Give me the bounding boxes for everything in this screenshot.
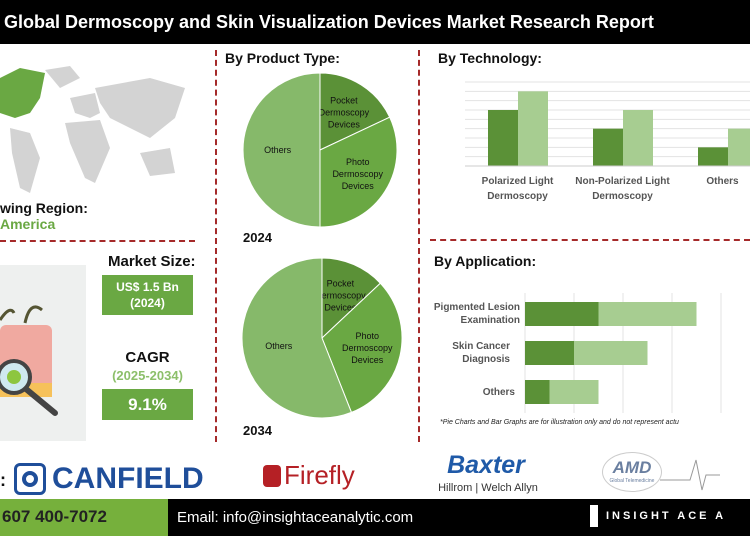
- app-label: Pigmented Lesion Examination: [433, 302, 520, 326]
- firefly-icon: [263, 464, 281, 487]
- footer-email[interactable]: Email: info@insightaceanalytic.com: [177, 509, 414, 526]
- pie-slice: [321, 257, 382, 340]
- bar-2034: [728, 128, 750, 166]
- canfield-text: CANFIELD: [52, 462, 204, 495]
- footer-phone[interactable]: 607 400-7072: [0, 499, 168, 536]
- pie-chart-2034: Pocket Dermoscopy Devices Photo Dermoscopy De…: [241, 257, 403, 419]
- magnifier-skin-icon: [0, 305, 58, 416]
- divider: [418, 50, 420, 442]
- pie-slice-label: Pocket Dermoscopy Devices: [315, 278, 366, 312]
- canfield-icon: [14, 463, 46, 495]
- bar-2024: [488, 110, 518, 166]
- pie-chart-2024: Pocket Dermoscopy Devices Photo Dermoscopy De…: [242, 72, 398, 228]
- cagr-period: (2025-2034): [112, 368, 183, 383]
- pie-slice-label: Others: [265, 341, 293, 351]
- app-label: Skin Cancer Diagnosis: [452, 341, 510, 365]
- pie-slice-label: Photo Dermoscopy Devices: [342, 331, 393, 365]
- firefly-logo: Firefly: [263, 460, 355, 491]
- pie-slice: [241, 257, 353, 419]
- divider: [0, 240, 195, 242]
- bar-2024: [525, 341, 574, 365]
- bar-2034: [549, 380, 599, 404]
- bar-2024: [698, 147, 728, 166]
- pie-year-2034: 2034: [243, 423, 272, 438]
- pie-slice-label: Photo Dermoscopy Devices: [332, 157, 383, 191]
- market-size-value: US$ 1.5 Bn: [116, 280, 179, 294]
- bar-2024: [593, 128, 623, 166]
- tech-label: Polarized Light Dermoscopy: [481, 176, 554, 202]
- bar-2034: [518, 91, 548, 166]
- bar-2034: [574, 341, 648, 365]
- companies-prefix: :: [0, 470, 6, 490]
- footer-brand: INSIGHT ACE A: [606, 510, 727, 522]
- pie-slice-label: Others: [264, 145, 292, 155]
- bar-2024: [525, 380, 550, 404]
- product-type-title: By Product Type:: [225, 50, 340, 66]
- baxter-subtitle: Hillrom | Welch Allyn: [438, 482, 538, 494]
- tech-label: Others: [706, 176, 739, 187]
- pie-slice: [242, 72, 321, 228]
- cagr-value: 9.1%: [102, 389, 193, 420]
- bar-2024: [525, 302, 599, 326]
- baxter-logo: Baxter: [447, 451, 525, 479]
- world-map: [0, 66, 185, 193]
- footnote: *Pie Charts and Bar Graphs are for illus…: [440, 419, 679, 426]
- amd-text: AMD: [612, 458, 652, 477]
- region-value: America: [0, 216, 56, 232]
- tech-label: Non-Polarized Light Dermoscopy: [575, 176, 670, 202]
- heartbeat-icon: [660, 459, 720, 491]
- pie-year-2024: 2024: [243, 230, 272, 245]
- pie-slice-label: Pocket Dermoscopy Devices: [319, 95, 370, 129]
- region-label: wing Region:: [0, 200, 88, 216]
- application-bar-chart: [524, 293, 722, 413]
- cagr-label: CAGR: [125, 349, 170, 366]
- firefly-text: Firefly: [284, 460, 355, 490]
- technology-title: By Technology:: [438, 50, 542, 66]
- pie-slice: [319, 72, 391, 151]
- market-size-label: Market Size:: [108, 253, 196, 270]
- footer-bar: [168, 499, 750, 536]
- bar-2034: [598, 302, 697, 326]
- technology-bar-chart: [465, 81, 750, 167]
- market-size-box: US$ 1.5 Bn (2024): [102, 275, 193, 315]
- market-size-year: (2024): [130, 296, 165, 310]
- divider: [430, 239, 750, 241]
- bar-2034: [623, 110, 653, 166]
- app-label: Others: [482, 387, 515, 398]
- amd-subtitle: Global Telemedicine: [609, 478, 655, 484]
- insightace-logo-icon: [590, 505, 598, 527]
- amd-logo: AMD Global Telemedicine: [602, 452, 662, 492]
- report-title: Global Dermoscopy and Skin Visualization…: [0, 0, 750, 44]
- divider: [215, 50, 217, 442]
- pie-slice: [321, 282, 403, 414]
- dermoscopy-icon-panel: [0, 265, 86, 441]
- pie-slice: [319, 116, 398, 228]
- application-title: By Application:: [434, 253, 537, 269]
- canfield-logo: CANFIELD: [14, 461, 232, 497]
